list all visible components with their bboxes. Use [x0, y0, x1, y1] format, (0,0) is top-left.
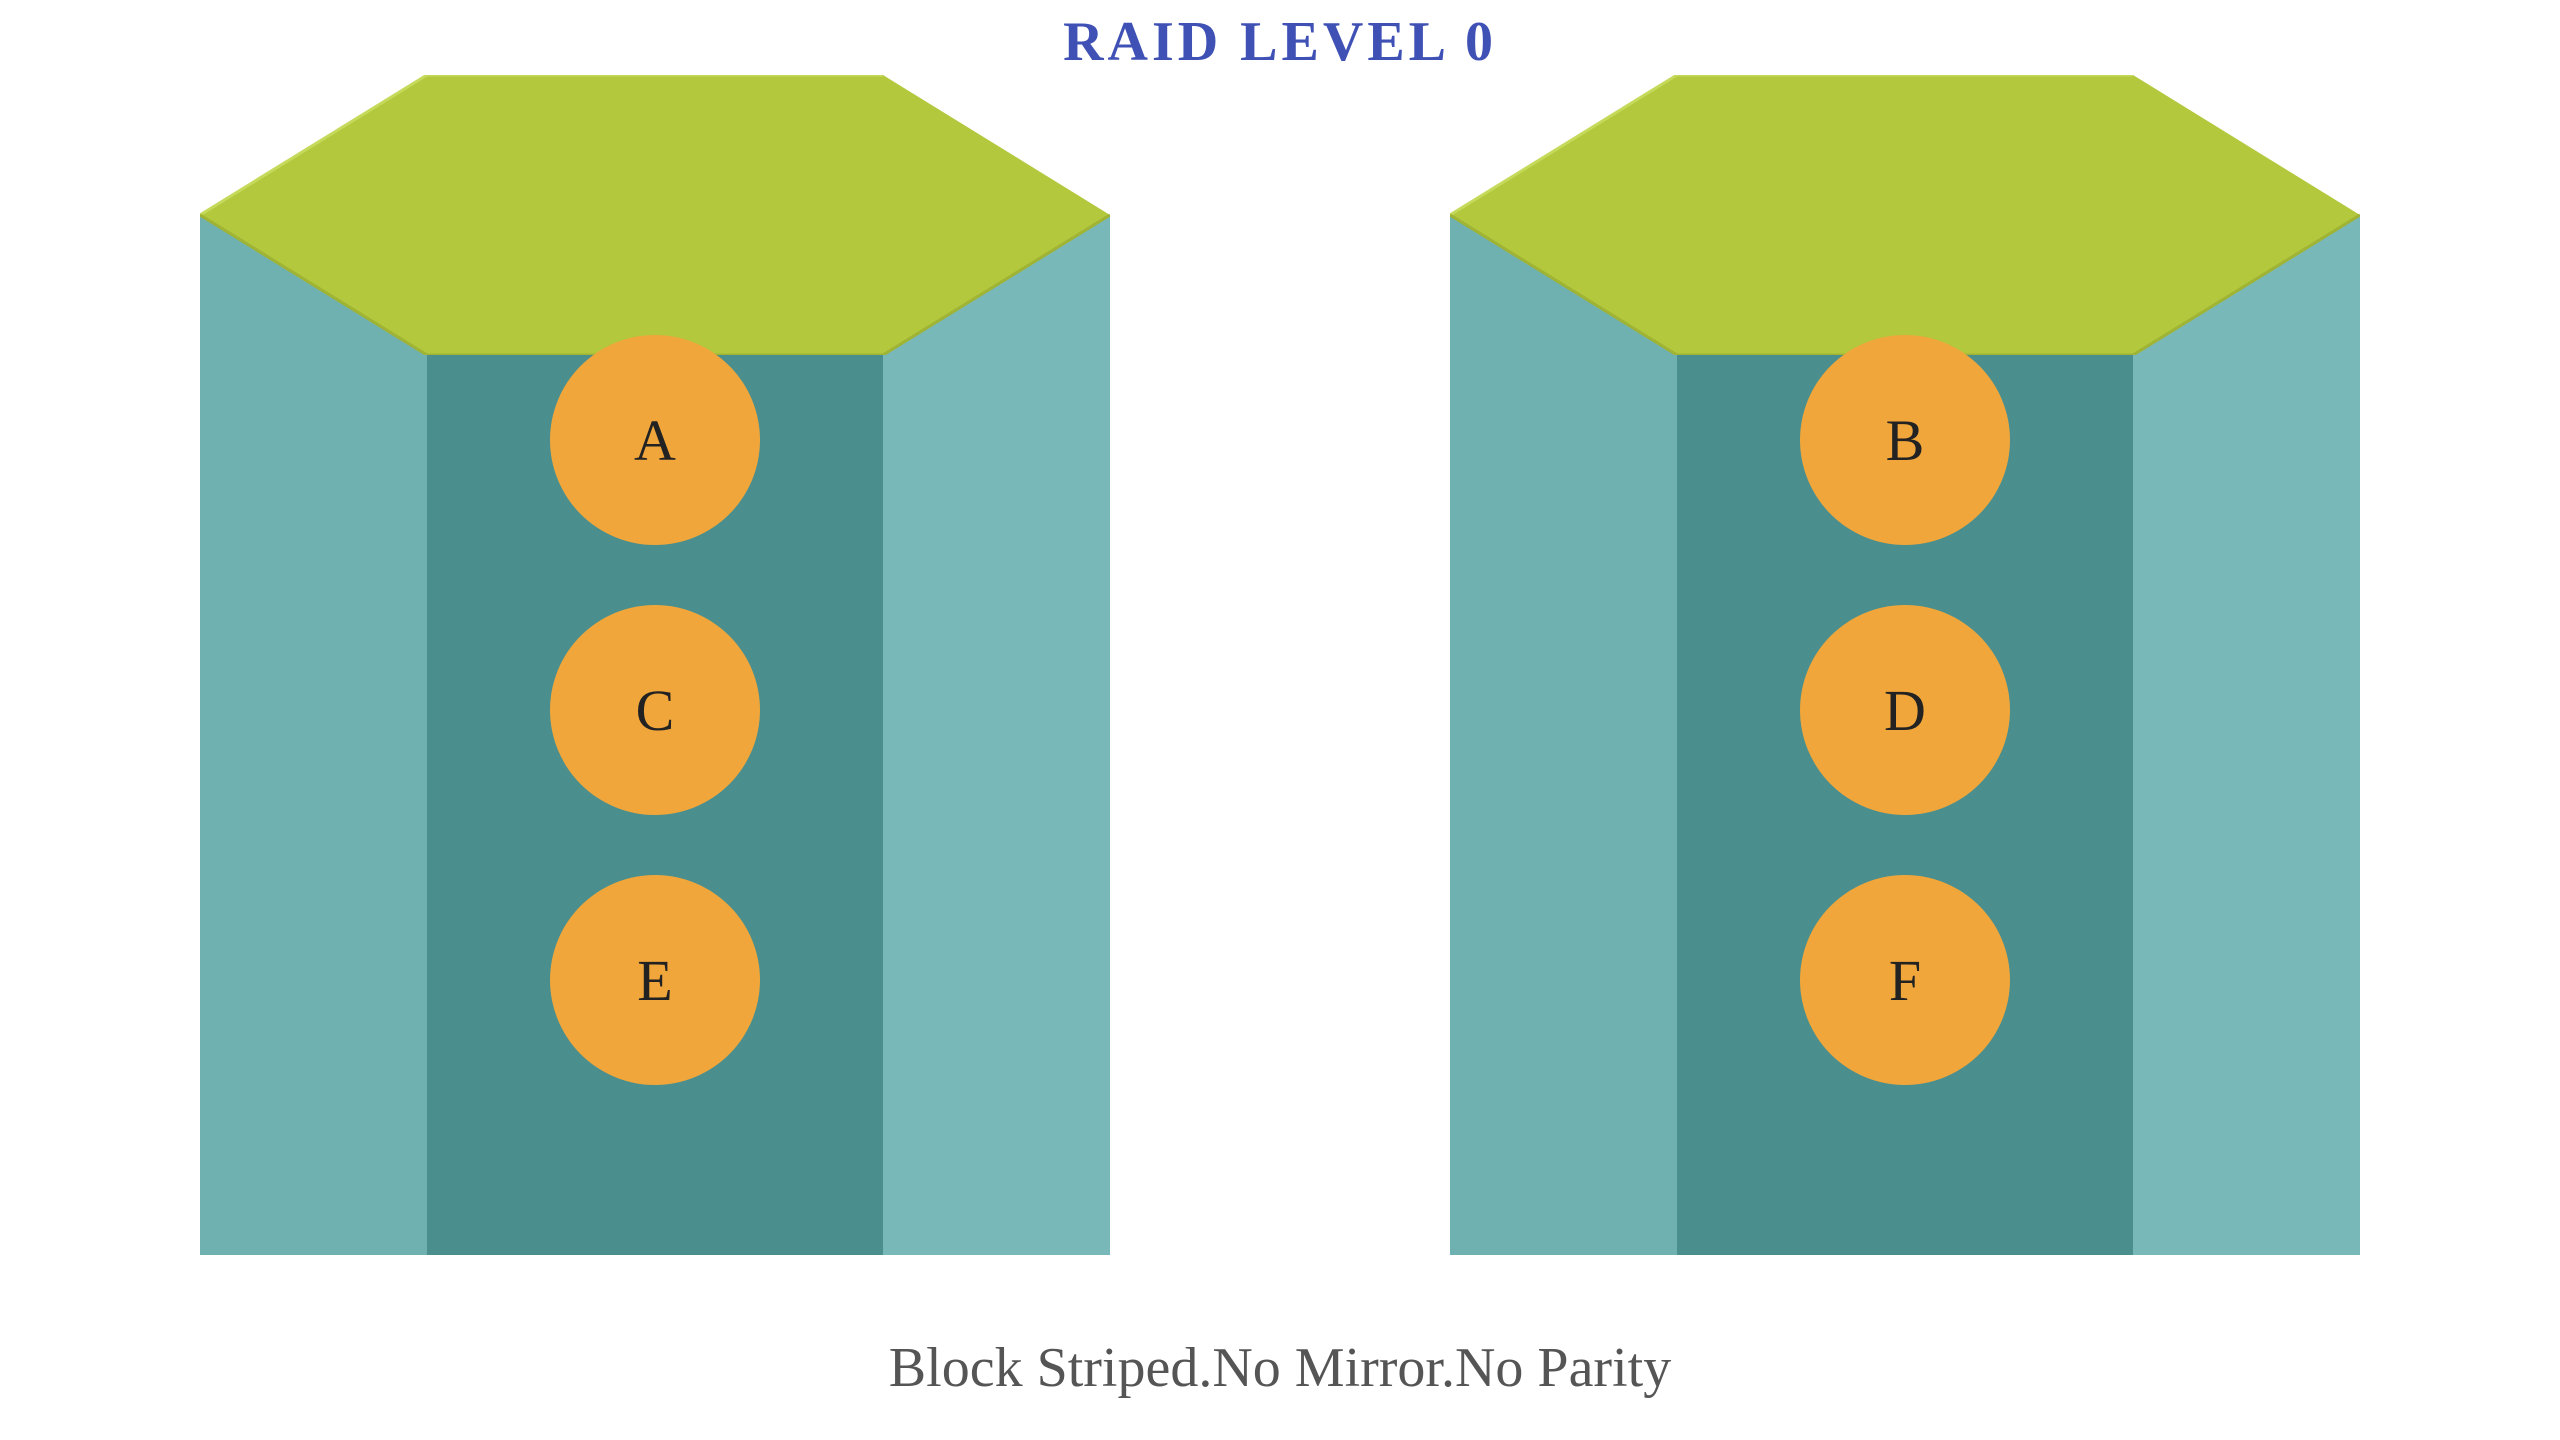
data-block-circle: B	[1800, 335, 2010, 545]
block-circles: B D F	[1677, 335, 2133, 1085]
prism-face-left	[1450, 215, 1677, 1255]
prism-face-right	[2133, 215, 2360, 1255]
prism-top	[200, 75, 1110, 355]
diagram-subtitle: Block Striped.No Mirror.No Parity	[889, 1336, 1671, 1400]
diagram-title: RAID LEVEL 0	[1063, 10, 1497, 74]
prisms-container: A C E B D F	[0, 75, 2560, 1255]
block-circles: A C E	[427, 335, 883, 1085]
prism-top	[1450, 75, 2360, 355]
data-block-circle: E	[550, 875, 760, 1085]
block-label: D	[1884, 677, 1926, 744]
prism-face-left	[200, 215, 427, 1255]
data-block-circle: F	[1800, 875, 2010, 1085]
prism-disk-1: A C E	[200, 75, 1110, 1255]
data-block-circle: C	[550, 605, 760, 815]
block-label: C	[636, 677, 675, 744]
block-label: A	[634, 407, 676, 474]
data-block-circle: D	[1800, 605, 2010, 815]
block-label: E	[637, 947, 672, 1014]
block-label: F	[1889, 947, 1921, 1014]
prism-disk-2: B D F	[1450, 75, 2360, 1255]
block-label: B	[1886, 407, 1925, 474]
data-block-circle: A	[550, 335, 760, 545]
prism-face-right	[883, 215, 1110, 1255]
